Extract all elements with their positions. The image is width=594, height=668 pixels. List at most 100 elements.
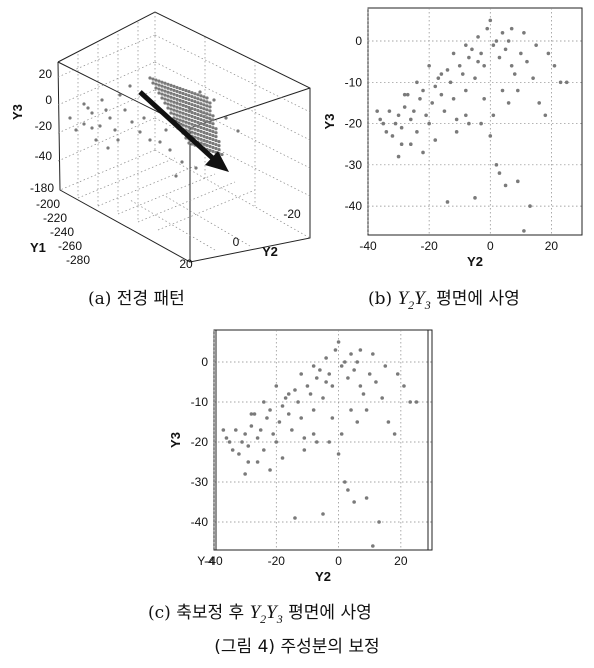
panel-b-data-point (378, 117, 383, 122)
panel-c-data-point (311, 364, 316, 368)
panel-a-data-point (181, 111, 185, 115)
panel-b-data-point (418, 97, 422, 101)
panel-a-data-point (74, 128, 78, 132)
panel-a-y3-tick-label: -40 (35, 149, 53, 163)
panel-c-data-point (305, 384, 310, 388)
panel-b-x-tick-label: -20 (420, 239, 438, 253)
panel-a-data-point (199, 121, 203, 126)
panel-a-data-point (187, 113, 191, 117)
panel-a-data-point (169, 107, 173, 111)
panel-b-data-point (512, 72, 517, 76)
panel-b-data-point (430, 101, 434, 105)
panel-c-data-point (346, 376, 350, 380)
panel-a-data-point (175, 93, 179, 97)
panel-a-y3-tick-label: 0 (45, 93, 52, 107)
panel-a-data-point (208, 148, 212, 152)
panel-b-data-point (558, 80, 563, 85)
panel-c-caption: (c) 축보정 후 Y2Y3 평면에 사영 (148, 602, 372, 626)
panel-a-data-point (199, 137, 203, 141)
panel-a-data-point (169, 99, 173, 103)
panel-b-data-point (485, 26, 490, 31)
panel-a-data-point (157, 83, 161, 87)
panel-a-data-point (205, 127, 209, 132)
panel-b-data-point (451, 97, 456, 101)
panel-c-data-point (286, 412, 291, 416)
panel-c-data-point (286, 392, 291, 396)
panel-a-data-point (196, 128, 200, 132)
panel-c-data-point (324, 356, 328, 360)
panel-a-data-point (205, 124, 209, 128)
panel-a-data-point (208, 101, 212, 105)
panel-a-data-point (202, 130, 206, 135)
panel-c-data-point (243, 472, 247, 476)
panel-a-data-point (220, 152, 224, 157)
panel-b-data-point (445, 68, 450, 72)
panel-c-y-tick-label: -30 (191, 475, 209, 489)
panel-a-data-point (199, 110, 203, 114)
panel-a-data-point (236, 129, 240, 133)
panel-b-data-point (564, 80, 569, 85)
panel-a-data-point (202, 138, 206, 142)
panel-b-data-point (402, 105, 407, 109)
panel-c-data-point (361, 392, 366, 396)
panel-c-data-point (262, 400, 266, 404)
panel-a-data-point (205, 116, 209, 120)
panel-a-data-point (181, 99, 185, 103)
panel-a-data-point (86, 106, 90, 110)
panel-a-data-point (123, 108, 127, 112)
panel-c-data-point (265, 416, 269, 420)
panel-a-data-point (208, 117, 212, 121)
panel-a-data-point (202, 95, 206, 99)
panel-a-data-point (163, 85, 167, 89)
panel-a-data-point (217, 147, 221, 152)
panel-a-data-point (157, 87, 161, 91)
panel-b-data-point (415, 80, 419, 85)
panel-a-data-point (190, 114, 194, 118)
panel-a-data-point (175, 89, 179, 93)
panel-c-scatter: -40 -20 0 20 0 -10 -20 -30 -40 Y2 Y3 Y-4 (168, 322, 444, 592)
panel-b-data-point (488, 134, 493, 138)
panel-b-data-point (464, 88, 468, 93)
panel-b-data-point (439, 92, 444, 97)
panel-a-data-point (190, 126, 194, 130)
panel-b-y-tick-label: 0 (355, 34, 362, 48)
panel-a-data-point (187, 105, 191, 110)
panel-b-x-tick-label: -40 (359, 239, 377, 253)
panel-c-x-tick-label: 20 (394, 554, 408, 568)
panel-c-data-point (377, 520, 381, 524)
panel-a-y2-label: Y2 (262, 244, 278, 259)
panel-c-data-point (227, 440, 232, 444)
panel-a-data-point (212, 98, 216, 102)
panel-b-data-point (393, 121, 398, 126)
panel-c-data-point (252, 412, 257, 416)
panel-b-data-point (467, 121, 471, 126)
panel-c-data-point (358, 384, 363, 388)
panel-a-data-point (202, 99, 206, 103)
panel-c-data-point (392, 432, 397, 436)
panel-b-data-point (427, 121, 431, 126)
panel-a-data-point (190, 95, 194, 99)
panel-b-data-point (509, 26, 514, 31)
panel-c-data-point (271, 432, 275, 436)
panel-b-data-point (497, 55, 502, 60)
panel-a-data-point (148, 76, 152, 80)
panel-c-data-point (249, 412, 254, 416)
panel-c-x-axis-label: Y2 (315, 569, 331, 584)
panel-a-y1-tick-label: -280 (66, 253, 90, 267)
panel-c-data-point (280, 456, 285, 460)
panel-a-data-point (181, 87, 185, 92)
panel-a-data-point (116, 138, 120, 142)
panel-a-y3-tick-label: 20 (39, 67, 53, 81)
panel-c-data-point (336, 340, 341, 344)
panel-c-data-point (380, 396, 384, 400)
panel-b-data-point (451, 51, 456, 56)
panel-a-data-point (211, 145, 215, 150)
panel-a-data-point (151, 81, 155, 85)
panel-c-y-tick-label: -10 (191, 395, 209, 409)
panel-b-data-point (387, 109, 392, 113)
panel-b-data-point (516, 88, 520, 93)
panel-b-y-tick-label: -40 (345, 199, 363, 213)
panel-c-data-point (352, 368, 356, 372)
panel-a-data-point (214, 127, 218, 131)
panel-c-data-point (364, 496, 369, 500)
